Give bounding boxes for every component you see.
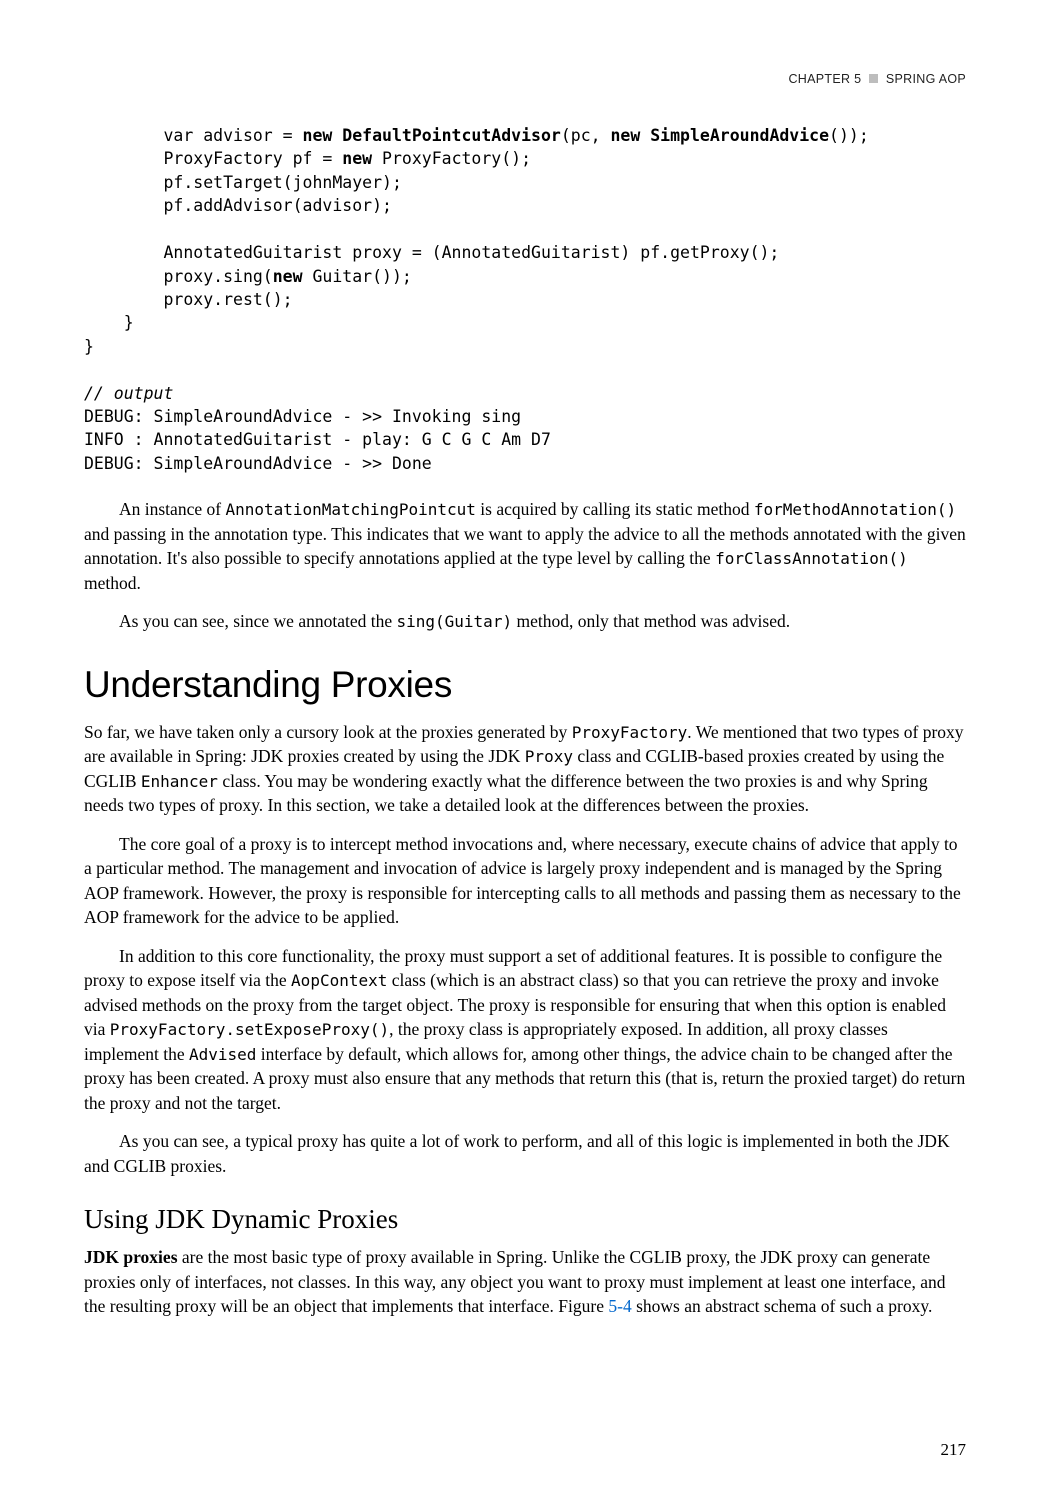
- body-text: is acquired by calling its static method: [476, 499, 754, 519]
- chapter-label: CHAPTER 5: [788, 72, 861, 86]
- inline-code: Proxy: [525, 747, 573, 766]
- code-text: (pc,: [561, 126, 611, 145]
- paragraph: The core goal of a proxy is to intercept…: [84, 832, 966, 930]
- inline-code: AnnotationMatchingPointcut: [225, 500, 475, 519]
- inline-code: sing(Guitar): [396, 612, 512, 631]
- body-text: method, only that method was advised.: [512, 611, 790, 631]
- code-keyword: new DefaultPointcutAdvisor: [303, 126, 561, 145]
- figure-reference-link[interactable]: 5-4: [608, 1296, 631, 1316]
- page-number: 217: [941, 1440, 967, 1460]
- code-text: pf.setTarget(johnMayer);: [84, 173, 402, 192]
- code-output: DEBUG: SimpleAroundAdvice - >> Invoking …: [84, 407, 521, 426]
- inline-code: Advised: [189, 1045, 256, 1064]
- code-comment: // output: [84, 384, 173, 403]
- inline-code: ProxyFactory.setExposeProxy(): [110, 1020, 389, 1039]
- code-text: AnnotatedGuitarist proxy = (AnnotatedGui…: [84, 243, 779, 262]
- code-text: pf.addAdvisor(advisor);: [84, 196, 392, 215]
- header-separator-icon: [869, 74, 878, 83]
- body-text: An instance of: [119, 499, 225, 519]
- code-keyword: new: [273, 267, 303, 286]
- code-text: var advisor =: [84, 126, 303, 145]
- inline-code: forClassAnnotation(): [715, 549, 908, 568]
- body-text: shows an abstract schema of such a proxy…: [632, 1296, 933, 1316]
- code-keyword: new SimpleAroundAdvice: [611, 126, 830, 145]
- paragraph: As you can see, a typical proxy has quit…: [84, 1129, 966, 1178]
- code-text: proxy.rest();: [84, 290, 293, 309]
- code-block: var advisor = new DefaultPointcutAdvisor…: [84, 124, 966, 475]
- code-keyword: new: [342, 149, 372, 168]
- code-text: proxy.sing(: [84, 267, 273, 286]
- code-text: ProxyFactory pf =: [84, 149, 342, 168]
- inline-code: ProxyFactory: [572, 723, 688, 742]
- paragraph: As you can see, since we annotated the s…: [84, 609, 966, 634]
- code-output: DEBUG: SimpleAroundAdvice - >> Done: [84, 454, 432, 473]
- inline-code: forMethodAnnotation(): [754, 500, 956, 519]
- inline-code: AopContext: [291, 971, 387, 990]
- body-text: method.: [84, 573, 141, 593]
- code-text: ProxyFactory();: [372, 149, 531, 168]
- code-text: }: [84, 337, 94, 356]
- subsection-heading: Using JDK Dynamic Proxies: [84, 1204, 966, 1235]
- paragraph: In addition to this core functionality, …: [84, 944, 966, 1116]
- code-text: Guitar());: [303, 267, 412, 286]
- inline-code: Enhancer: [141, 772, 218, 791]
- code-text: ());: [829, 126, 869, 145]
- running-header: CHAPTER 5 SPRING AOP: [84, 72, 966, 86]
- code-output: INFO : AnnotatedGuitarist - play: G C G …: [84, 430, 551, 449]
- paragraph: So far, we have taken only a cursory loo…: [84, 720, 966, 818]
- paragraph: An instance of AnnotationMatchingPointcu…: [84, 497, 966, 595]
- section-heading: Understanding Proxies: [84, 664, 966, 706]
- body-text: So far, we have taken only a cursory loo…: [84, 722, 572, 742]
- code-text: }: [84, 313, 134, 332]
- bold-term: JDK proxies: [84, 1247, 178, 1267]
- chapter-title: SPRING AOP: [886, 72, 966, 86]
- paragraph: JDK proxies are the most basic type of p…: [84, 1245, 966, 1319]
- body-text: As you can see, since we annotated the: [119, 611, 396, 631]
